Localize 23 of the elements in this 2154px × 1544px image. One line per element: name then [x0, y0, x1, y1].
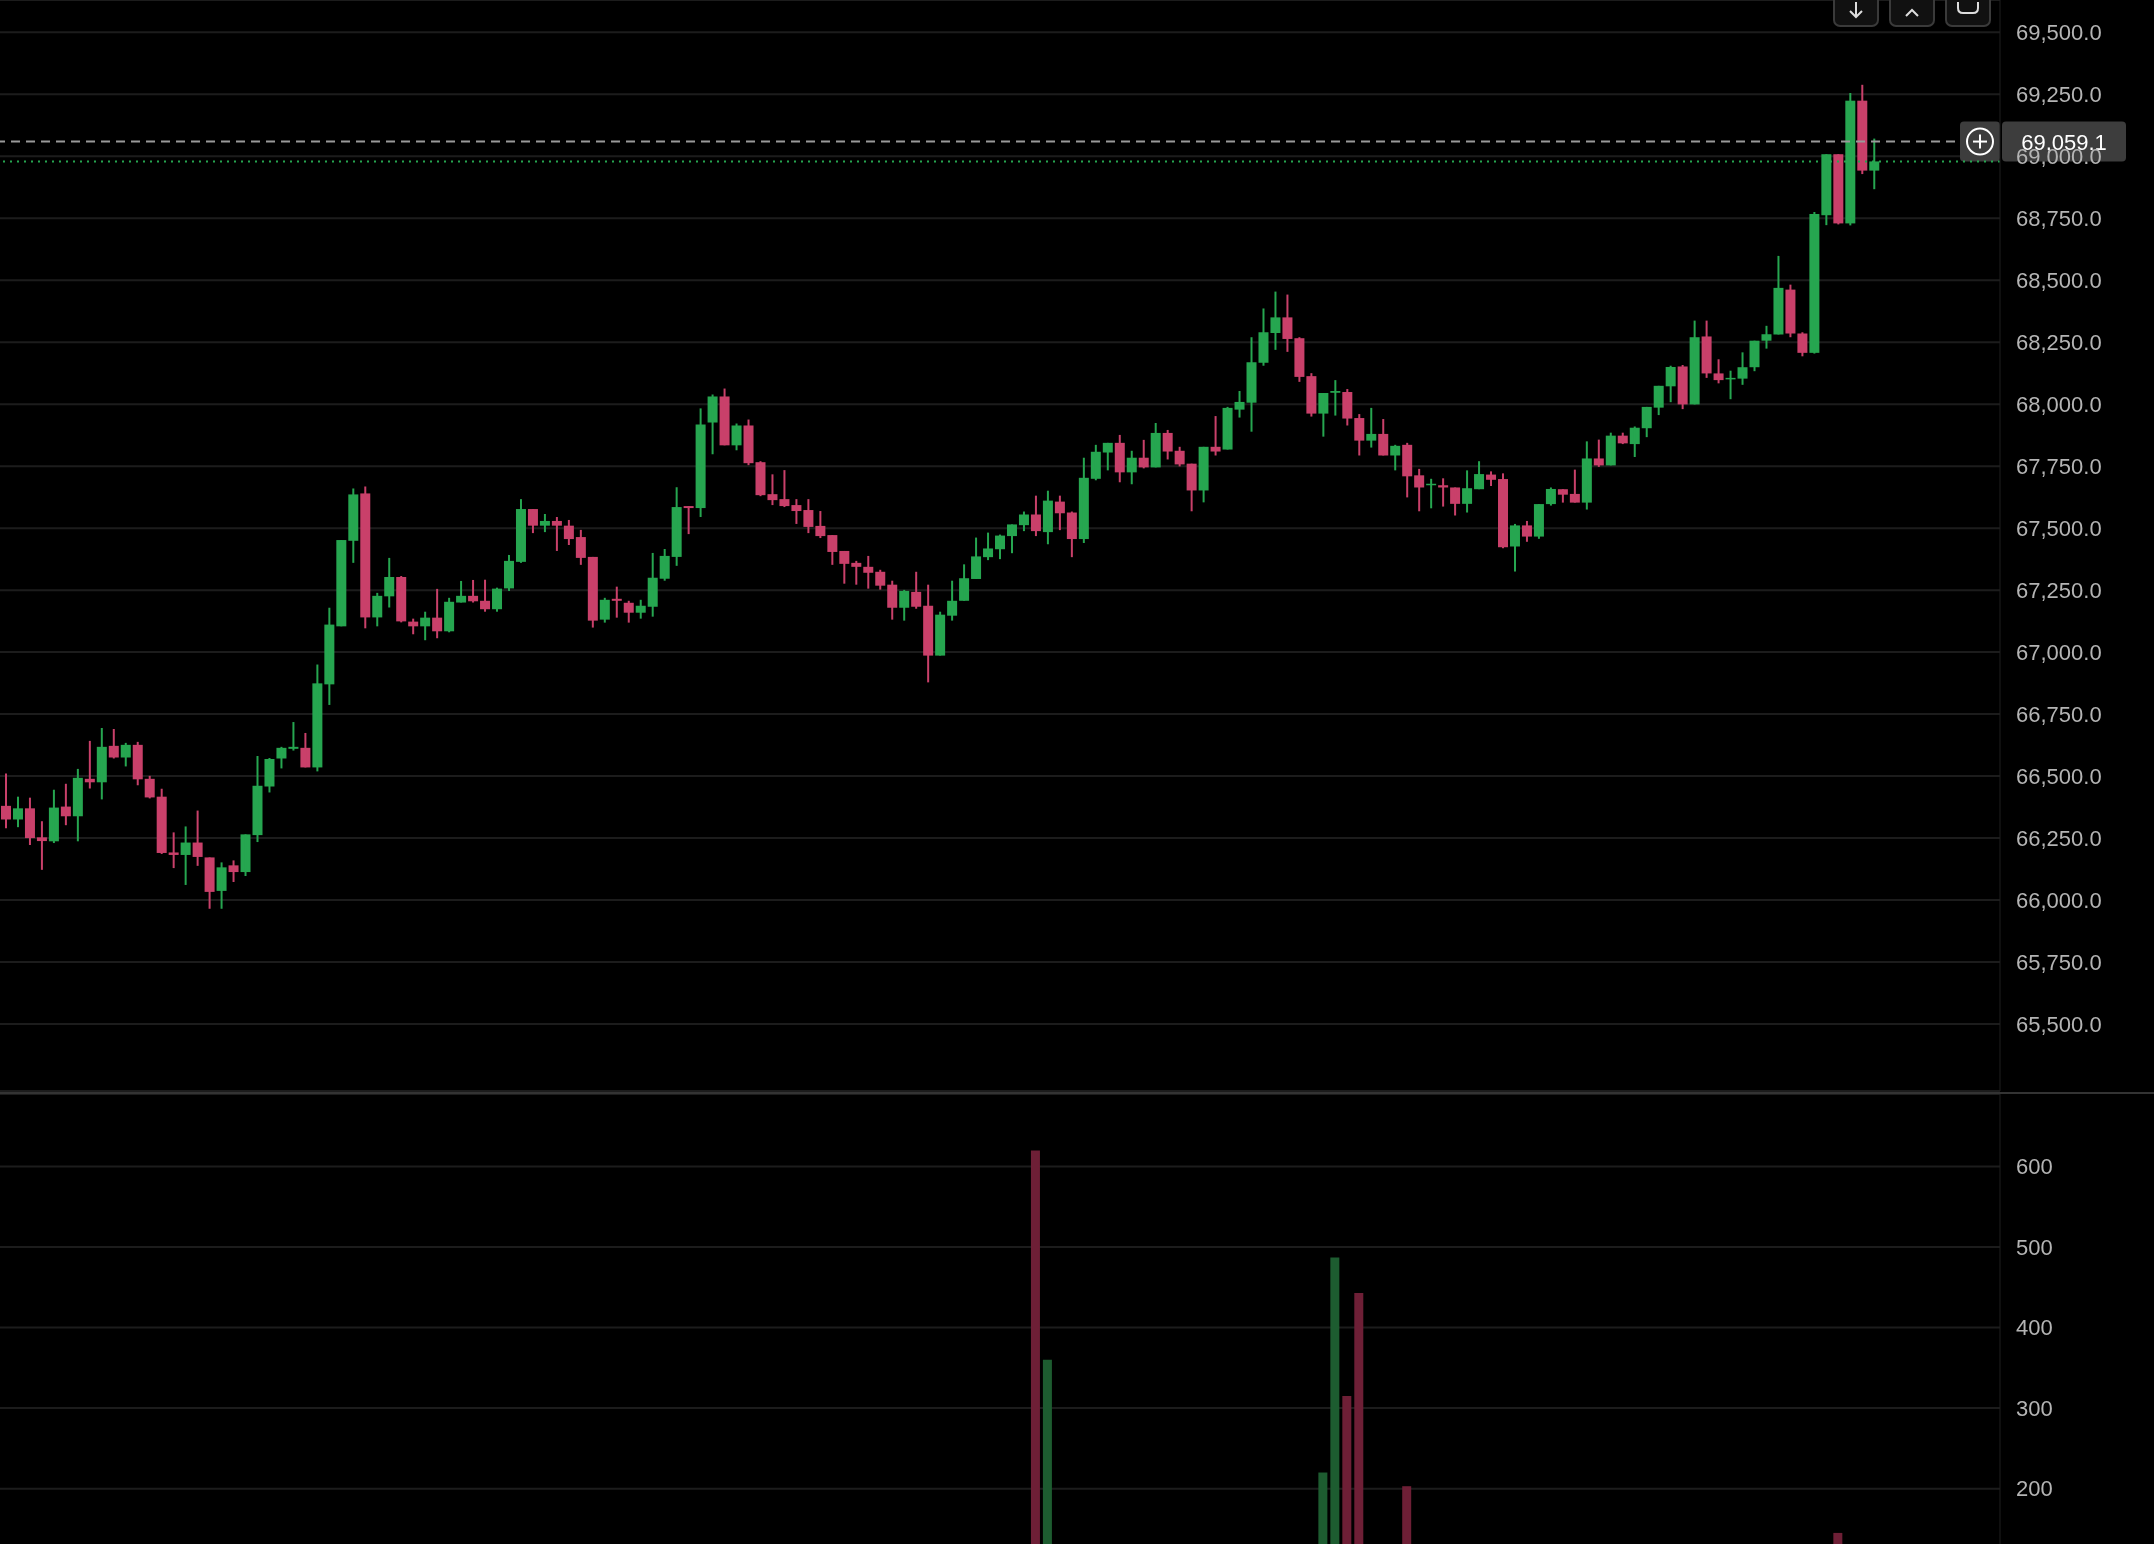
- y-tick-label: 67,500.0: [2016, 515, 2102, 541]
- y-tick-label: 68,000.0: [2016, 391, 2102, 417]
- y-tick-label: 65,500.0: [2016, 1011, 2102, 1037]
- y-tick-label: 600: [2016, 1154, 2053, 1180]
- y-tick-label: 67,250.0: [2016, 577, 2102, 603]
- y-tick-label: 69,500.0: [2016, 20, 2102, 46]
- y-tick-label: 69,250.0: [2016, 82, 2102, 108]
- y-tick-label: 65,750.0: [2016, 949, 2102, 975]
- y-tick-label: 300: [2016, 1395, 2053, 1421]
- y-tick-label: 66,000.0: [2016, 887, 2102, 913]
- candlestick: [168, 831, 179, 870]
- y-tick-label: 200: [2016, 1476, 2053, 1502]
- candlestick: [1330, 379, 1341, 417]
- y-tick-label: 66,250.0: [2016, 825, 2102, 851]
- y-tick-label: 67,750.0: [2016, 453, 2102, 479]
- y-tick-label: 66,750.0: [2016, 701, 2102, 727]
- y-tick-label: 67,000.0: [2016, 639, 2102, 665]
- y-tick-label: 500: [2016, 1234, 2053, 1260]
- y-tick-label: 68,250.0: [2016, 329, 2102, 355]
- y-tick-label: 400: [2016, 1315, 2053, 1341]
- y-tick-label: 68,750.0: [2016, 206, 2102, 232]
- y-tick-label: 66,500.0: [2016, 763, 2102, 789]
- y-tick-label: 68,500.0: [2016, 268, 2102, 293]
